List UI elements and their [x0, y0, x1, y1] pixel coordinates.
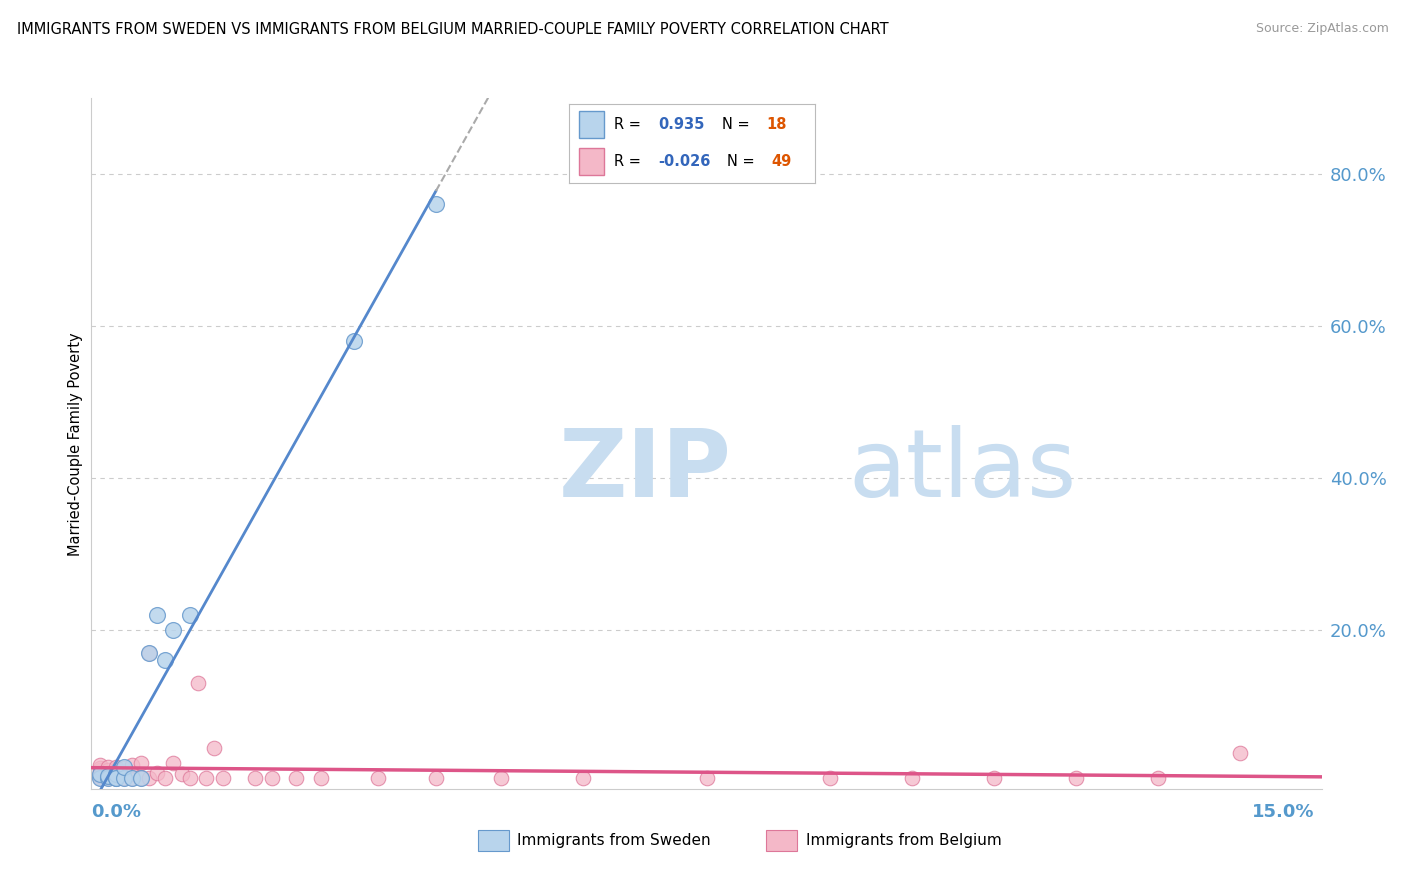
Point [105, 764, 127, 778]
Point [105, 767, 127, 781]
Point [112, 771, 135, 785]
Text: -0.026: -0.026 [658, 153, 710, 169]
Point [146, 765, 169, 780]
Point [695, 771, 717, 785]
Point [491, 771, 513, 785]
Point [97, 769, 120, 783]
Point [425, 771, 447, 785]
Text: Source: ZipAtlas.com: Source: ZipAtlas.com [1256, 22, 1389, 36]
FancyBboxPatch shape [579, 112, 605, 138]
Point [89, 771, 111, 785]
Point [572, 771, 595, 785]
Point [105, 771, 127, 785]
Point [138, 646, 160, 660]
Point [112, 759, 135, 773]
Point [89, 765, 111, 780]
Text: atlas: atlas [848, 425, 1076, 517]
Text: 0.0%: 0.0% [91, 803, 142, 821]
Text: R =: R = [614, 117, 645, 132]
Point [105, 771, 127, 785]
Text: 15.0%: 15.0% [1253, 803, 1315, 821]
Point [112, 767, 135, 781]
Point [170, 767, 193, 781]
Point [285, 771, 308, 785]
Y-axis label: Married-Couple Family Poverty: Married-Couple Family Poverty [67, 332, 83, 556]
Point [129, 771, 152, 785]
Point [97, 759, 120, 773]
Text: Immigrants from Sweden: Immigrants from Sweden [517, 833, 711, 847]
Point [121, 771, 143, 785]
Point [89, 769, 111, 783]
Point [97, 771, 120, 785]
Point [425, 197, 447, 211]
Point [89, 761, 111, 775]
Point [97, 771, 120, 785]
Point [983, 771, 1005, 785]
Point [97, 769, 120, 783]
Text: 49: 49 [772, 153, 792, 169]
Point [179, 771, 201, 785]
Point [1146, 771, 1168, 785]
Point [97, 763, 120, 777]
Point [202, 740, 225, 755]
Text: N =: N = [727, 153, 759, 169]
Point [105, 769, 127, 783]
Point [112, 771, 135, 785]
Point [245, 771, 267, 785]
Point [89, 764, 111, 778]
Point [105, 771, 127, 785]
Point [138, 646, 160, 660]
Point [211, 771, 233, 785]
Text: IMMIGRANTS FROM SWEDEN VS IMMIGRANTS FROM BELGIUM MARRIED-COUPLE FAMILY POVERTY : IMMIGRANTS FROM SWEDEN VS IMMIGRANTS FRO… [17, 22, 889, 37]
Point [121, 771, 143, 785]
Point [97, 765, 120, 780]
Point [89, 758, 111, 772]
Point [121, 767, 143, 781]
Text: Immigrants from Belgium: Immigrants from Belgium [806, 833, 1001, 847]
Point [367, 771, 389, 785]
Point [162, 756, 184, 770]
Point [187, 676, 209, 690]
Point [818, 771, 841, 785]
FancyBboxPatch shape [579, 148, 605, 175]
Point [1229, 746, 1251, 760]
Text: 18: 18 [766, 117, 787, 132]
Point [195, 771, 218, 785]
Point [260, 771, 283, 785]
Point [309, 771, 332, 785]
Point [162, 623, 184, 637]
Point [129, 771, 152, 785]
Point [343, 334, 366, 349]
Point [153, 771, 177, 785]
Point [1064, 771, 1087, 785]
Text: R =: R = [614, 153, 645, 169]
Text: ZIP: ZIP [558, 425, 731, 517]
Point [153, 653, 177, 667]
Point [179, 607, 201, 622]
Text: 0.935: 0.935 [658, 117, 704, 132]
Point [900, 771, 922, 785]
Point [121, 758, 143, 772]
Text: N =: N = [723, 117, 754, 132]
Point [138, 771, 160, 785]
Point [105, 759, 127, 773]
Point [89, 767, 111, 781]
Point [89, 771, 111, 785]
Point [129, 756, 152, 770]
Point [112, 761, 135, 775]
Point [146, 607, 169, 622]
